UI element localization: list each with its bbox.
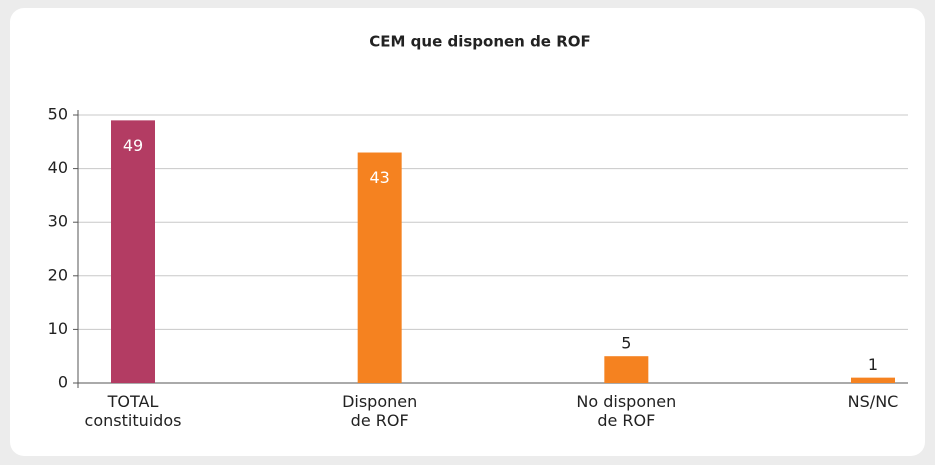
bar <box>111 120 155 384</box>
y-tick-label: 40 <box>48 158 68 177</box>
data-label: 43 <box>369 168 389 187</box>
card <box>10 8 925 456</box>
x-tick-label: NS/NC <box>847 392 899 411</box>
bar <box>851 377 895 383</box>
y-tick-label: 20 <box>48 265 68 284</box>
y-tick-label: 50 <box>48 105 68 124</box>
x-tick-label: Disponen de ROF <box>342 392 418 430</box>
bar <box>357 152 402 383</box>
x-tick-label: TOTAL constituidos <box>84 392 182 430</box>
y-tick-label: 30 <box>48 212 68 231</box>
data-label: 1 <box>868 355 878 374</box>
data-label: 49 <box>123 136 143 155</box>
x-tick-label: No disponen de ROF <box>576 392 677 430</box>
data-label: 5 <box>621 334 631 353</box>
bar <box>604 356 649 383</box>
y-tick-label: 0 <box>58 373 68 392</box>
chart-title: CEM que disponen de ROF <box>369 33 591 51</box>
y-tick-label: 10 <box>48 319 68 338</box>
